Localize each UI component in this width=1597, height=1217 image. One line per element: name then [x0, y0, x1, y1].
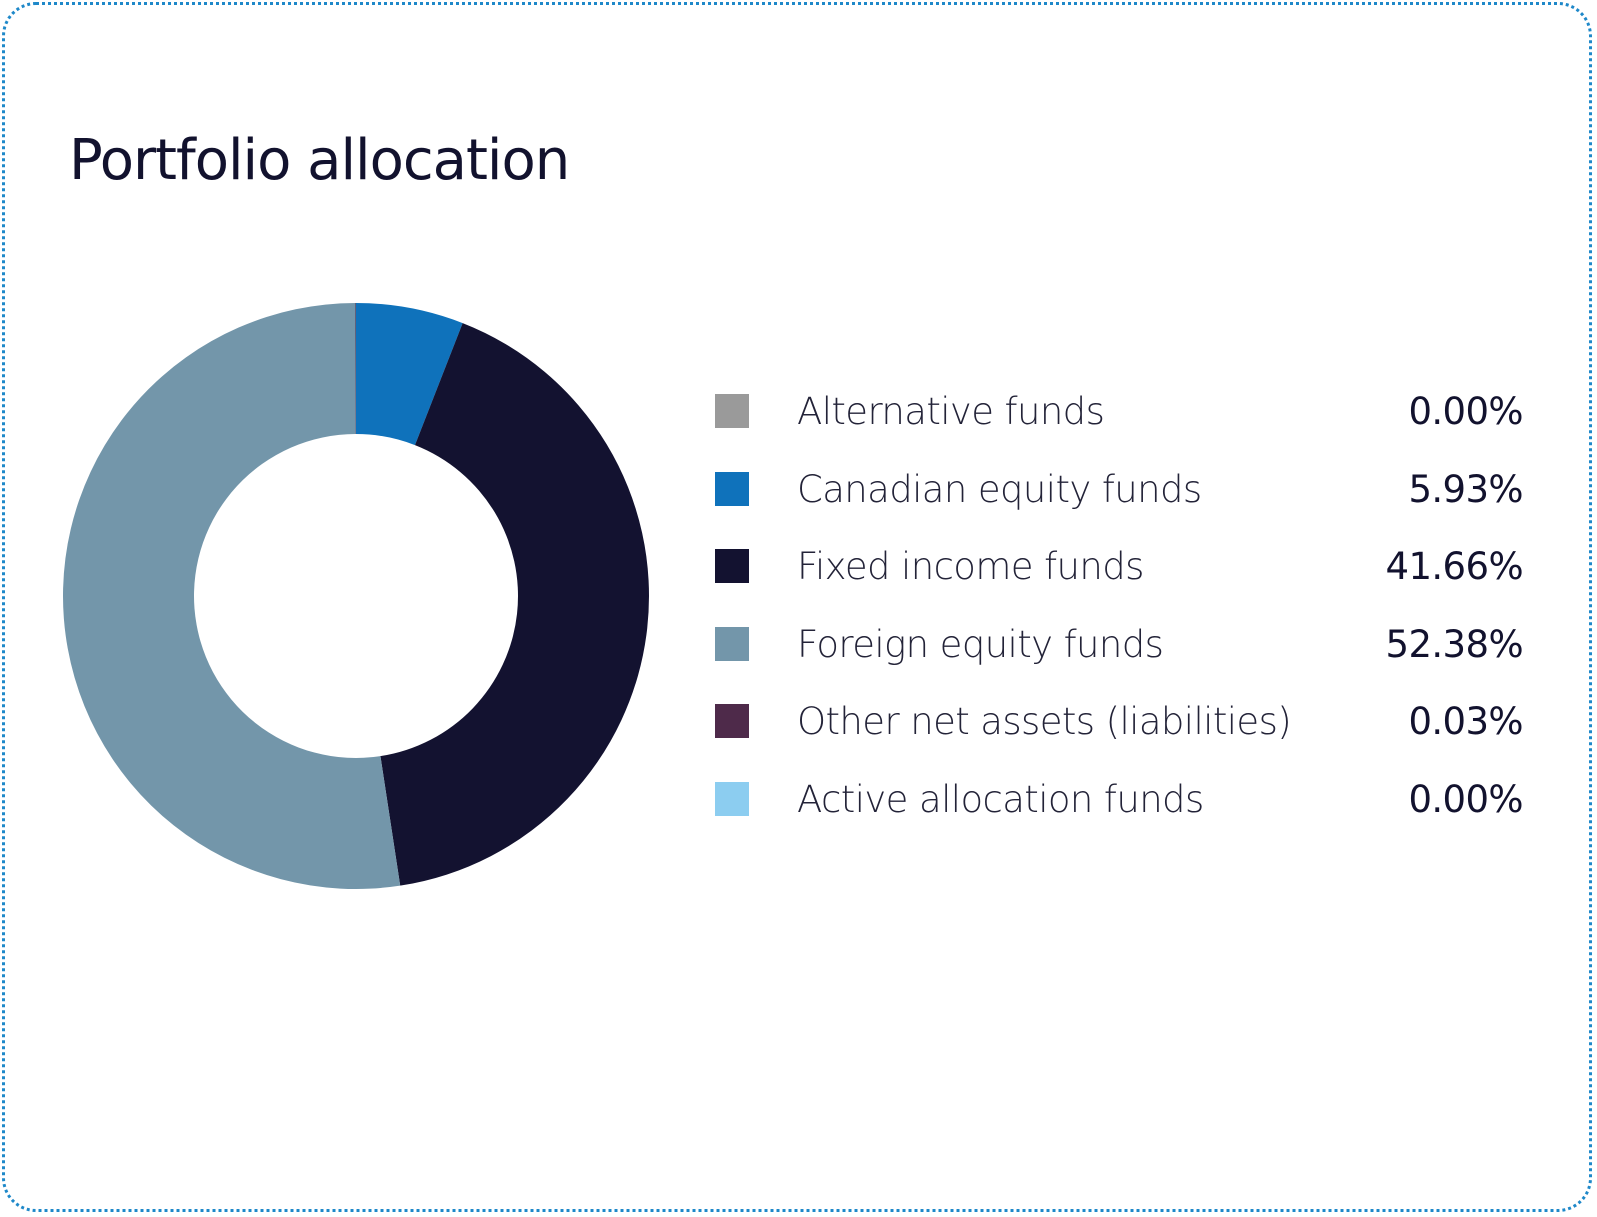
legend-value-canadian-equity-funds: 5.93% [1408, 467, 1523, 511]
legend-item-fixed-income-funds: Fixed income funds 41.66% [715, 528, 1535, 606]
legend-swatch-fixed-income-funds [715, 549, 749, 584]
chart-title: Portfolio allocation [69, 128, 570, 193]
legend-item-foreign-equity-funds: Foreign equity funds 52.38% [715, 606, 1535, 684]
legend-label-other-net-assets-liabilities: Other net assets (liabilities) [797, 700, 1292, 744]
legend-value-foreign-equity-funds: 52.38% [1385, 622, 1524, 666]
legend-swatch-foreign-equity-funds [715, 626, 749, 661]
legend-item-canadian-equity-funds: Canadian equity funds 5.93% [715, 451, 1535, 529]
legend-label-fixed-income-funds: Fixed income funds [797, 545, 1144, 589]
donut-chart [63, 303, 649, 890]
legend-item-active-allocation-funds: Active allocation funds 0.00% [715, 761, 1535, 839]
legend-label-active-allocation-funds: Active allocation funds [797, 777, 1204, 821]
donut-slice-fixed-income-funds [380, 323, 649, 886]
legend-swatch-other-net-assets-liabilities [715, 704, 749, 739]
legend-swatch-active-allocation-funds [715, 781, 749, 816]
legend-value-fixed-income-funds: 41.66% [1385, 545, 1524, 589]
legend-item-other-net-assets-liabilities: Other net assets (liabilities) 0.03% [715, 683, 1535, 761]
legend-label-canadian-equity-funds: Canadian equity funds [797, 467, 1202, 511]
legend-value-other-net-assets-liabilities: 0.03% [1408, 700, 1523, 744]
legend-label-alternative-funds: Alternative funds [797, 390, 1105, 433]
legend-swatch-canadian-equity-funds [715, 471, 749, 506]
legend-swatch-alternative-funds [715, 394, 749, 428]
legend-label-foreign-equity-funds: Foreign equity funds [797, 622, 1164, 666]
donut-slice-canadian-equity-funds [356, 303, 463, 446]
donut-slice-foreign-equity-funds [63, 303, 401, 890]
legend-value-active-allocation-funds: 0.00% [1408, 777, 1523, 821]
legend-value-alternative-funds: 0.00% [1408, 390, 1523, 433]
donut-slice-other-net-assets-liabilities [355, 303, 356, 435]
legend-item-alternative-funds: Alternative funds 0.00% [715, 373, 1535, 451]
chart-legend: Alternative funds 0.00% Canadian equity fu… [715, 373, 1535, 839]
